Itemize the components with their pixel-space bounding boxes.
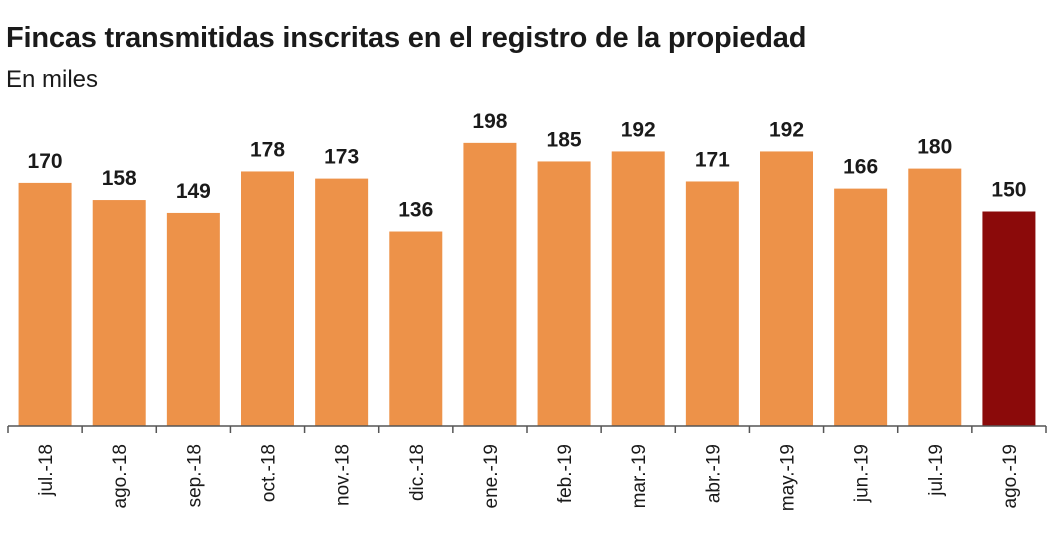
data-label-mar.-19: 192 bbox=[621, 118, 656, 141]
x-tick-label-ago.-19: ago.-19 bbox=[1000, 444, 1021, 508]
data-label-nov.-18: 173 bbox=[324, 146, 359, 169]
x-tick-label-ene.-19: ene.-19 bbox=[481, 444, 502, 508]
data-label-ago.-18: 158 bbox=[102, 167, 137, 190]
data-label-ene.-19: 198 bbox=[472, 110, 507, 133]
data-label-ago.-19: 150 bbox=[991, 179, 1026, 202]
bar-ago.-19 bbox=[982, 211, 1036, 426]
x-tick-label-jun.-19: jun.-19 bbox=[852, 444, 873, 503]
bar-jul.-19 bbox=[908, 168, 962, 426]
x-tick-label-feb.-19: feb.-19 bbox=[555, 444, 576, 503]
x-tick-label-jul.-19: jul.-19 bbox=[926, 444, 947, 497]
bar-abr.-19 bbox=[685, 181, 739, 426]
data-label-dic.-18: 136 bbox=[398, 199, 433, 222]
bar-jul.-18 bbox=[18, 182, 72, 426]
bar-ago.-18 bbox=[92, 200, 146, 426]
x-tick-label-mar.-19: mar.-19 bbox=[629, 444, 650, 508]
x-axis-tick-labels: jul.-18 ago.-18 sep.-18 oct.-18 nov.-18 dic.-… bbox=[36, 444, 1021, 511]
x-tick-label-sep.-18: sep.-18 bbox=[184, 444, 205, 507]
data-label-abr.-19: 171 bbox=[695, 148, 730, 171]
x-tick-label-oct.-18: oct.-18 bbox=[259, 444, 280, 502]
data-label-jul.-18: 170 bbox=[28, 150, 63, 173]
bar-feb.-19 bbox=[537, 161, 591, 426]
bar-oct.-18 bbox=[241, 171, 294, 426]
x-tick-label-dic.-18: dic.-18 bbox=[407, 444, 428, 501]
bar-sep.-18 bbox=[166, 212, 220, 426]
bars-layer bbox=[18, 142, 1036, 427]
x-tick-label-ago.-18: ago.-18 bbox=[110, 444, 131, 508]
bar-ene.-19 bbox=[463, 142, 517, 427]
data-label-may.-19: 192 bbox=[769, 118, 804, 141]
bar-dic.-18 bbox=[389, 231, 443, 426]
bar-jun.-19 bbox=[834, 188, 888, 426]
data-label-jul.-19: 180 bbox=[917, 136, 952, 159]
bar-mar.-19 bbox=[611, 151, 665, 426]
data-label-feb.-19: 185 bbox=[547, 128, 582, 151]
bar-may.-19 bbox=[760, 151, 813, 426]
x-tick-label-abr.-19: abr.-19 bbox=[703, 444, 724, 503]
chart-subtitle: En miles bbox=[6, 66, 99, 93]
x-tick-label-may.-19: may.-19 bbox=[778, 444, 799, 511]
x-tick-label-nov.-18: nov.-18 bbox=[333, 444, 354, 506]
value-labels-layer: 170 158 149 178 173 136 198 185 192 171 192 166 180 1… bbox=[28, 110, 1027, 222]
bar-nov.-18 bbox=[315, 178, 369, 426]
x-tick-label-jul.-18: jul.-18 bbox=[36, 444, 57, 497]
chart-title: Fincas transmitidas inscritas en el regi… bbox=[6, 22, 807, 54]
data-label-sep.-18: 149 bbox=[176, 180, 211, 203]
x-axis-ticks bbox=[7, 426, 1047, 433]
data-label-jun.-19: 166 bbox=[843, 156, 878, 179]
data-label-oct.-18: 178 bbox=[250, 138, 285, 161]
